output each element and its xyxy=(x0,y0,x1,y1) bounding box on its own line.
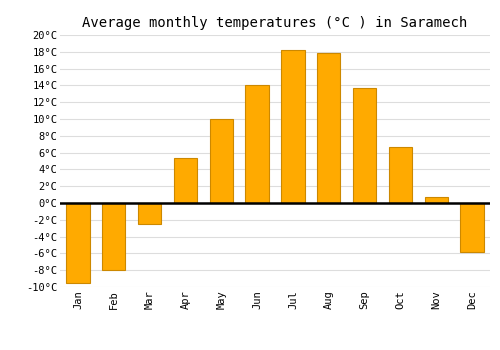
Bar xyxy=(424,197,448,203)
Bar xyxy=(282,50,304,203)
Bar xyxy=(460,203,483,252)
Title: Average monthly temperatures (°C ) in Saramech: Average monthly temperatures (°C ) in Sa… xyxy=(82,16,468,30)
Bar xyxy=(102,203,126,270)
Bar xyxy=(66,203,90,283)
Bar xyxy=(174,159,197,203)
Bar xyxy=(389,147,412,203)
Bar xyxy=(353,88,376,203)
Bar xyxy=(138,203,161,224)
Bar xyxy=(246,85,268,203)
Bar xyxy=(317,54,340,203)
Bar xyxy=(210,119,233,203)
